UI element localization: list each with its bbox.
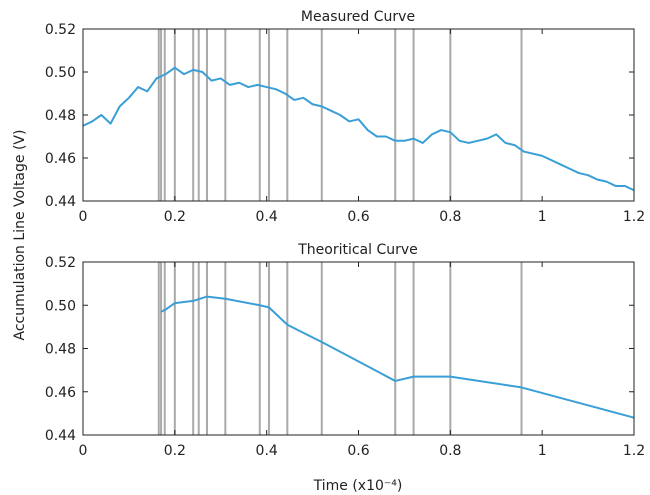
x-tick-label: 0.8 xyxy=(439,209,461,225)
y-axis-label: Accumulation Line Voltage (V) xyxy=(12,130,28,341)
y-tick-label: 0.48 xyxy=(45,342,76,358)
theoretical-curve-panel: Theoritical Curve 0 0.2 0.4 0.6 0.8 1 1.2 0.44 0… xyxy=(45,242,645,459)
x-tick-label: 0.2 xyxy=(164,209,186,225)
y-tick-label: 0.46 xyxy=(45,385,76,401)
x-tick-label: 0 xyxy=(79,209,88,225)
y-tick-label: 0.50 xyxy=(45,65,76,81)
y-tick-label: 0.44 xyxy=(45,428,76,444)
data-series-line xyxy=(160,295,635,419)
x-tick-label: 0.2 xyxy=(164,443,186,459)
x-tick-label: 0.6 xyxy=(347,209,369,225)
x-tick-label: 0 xyxy=(79,443,88,459)
y-tick-label: 0.48 xyxy=(45,108,76,124)
x-tick-label: 1.2 xyxy=(623,209,645,225)
x-tick-label: 0.8 xyxy=(439,443,461,459)
x-tick-label: 1.2 xyxy=(623,443,645,459)
x-axis-label: Time (x10⁻⁴) xyxy=(313,478,403,494)
y-tick-label: 0.46 xyxy=(45,151,76,167)
y-tick-label: 0.52 xyxy=(45,22,76,38)
y-tick-label: 0.50 xyxy=(45,298,76,314)
x-tick-label: 0.4 xyxy=(256,209,278,225)
measured-curve-panel: Measured Curve 0 0.2 0.4 0.6 0.8 1 1.2 0.44 0.46… xyxy=(45,9,645,225)
data-series-line xyxy=(82,66,635,192)
y-tick-label: 0.44 xyxy=(45,194,76,210)
x-tick-label: 1 xyxy=(538,209,547,225)
panel-title: Measured Curve xyxy=(301,9,415,25)
x-tick-label: 0.4 xyxy=(256,443,278,459)
y-tick-label: 0.52 xyxy=(45,255,76,271)
x-tick-label: 1 xyxy=(538,443,547,459)
panel-title: Theoritical Curve xyxy=(297,242,418,258)
x-tick-label: 0.6 xyxy=(347,443,369,459)
